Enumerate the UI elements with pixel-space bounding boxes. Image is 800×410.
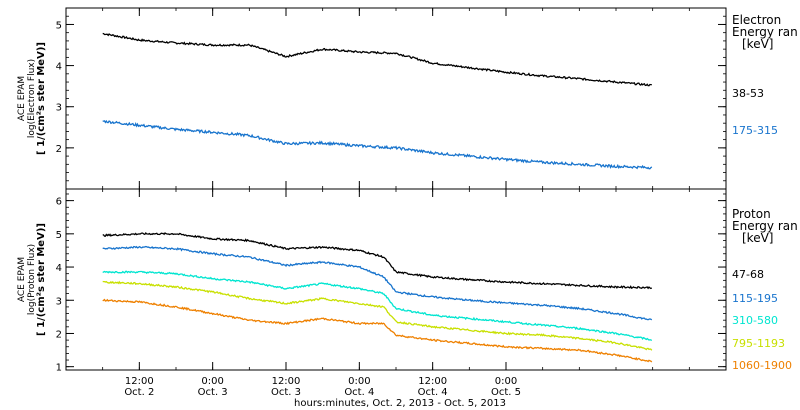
- y-tick-label: 1: [56, 363, 62, 374]
- series-line-47-68: [102, 231, 653, 290]
- y-tick-label: 3: [56, 296, 62, 307]
- legend-entry: 115-195: [732, 292, 778, 305]
- legend-title-line: Energy ran: [732, 219, 798, 233]
- legend-entry: 47-68: [732, 268, 764, 281]
- series-line-1060-1900: [102, 298, 653, 363]
- series-line-38-53: [102, 32, 652, 87]
- series-line-175-315: [102, 119, 653, 170]
- legend-title-line: Proton: [732, 207, 771, 221]
- series-line-795-1193: [102, 280, 653, 351]
- y-tick-label: 6: [56, 197, 62, 208]
- x-tick-time-label: 12:00: [125, 376, 154, 387]
- y-tick-label: 4: [56, 263, 62, 274]
- series-line-310-580: [102, 270, 653, 342]
- x-tick-time-label: 0:00: [495, 376, 517, 387]
- x-tick-time-label: 12:00: [418, 376, 447, 387]
- legend-title-line: [keV]: [742, 37, 773, 51]
- legend-title-line: Electron: [732, 13, 781, 27]
- y-tick-label: 3: [56, 103, 62, 114]
- x-tick-time-label: 0:00: [348, 376, 370, 387]
- x-tick-time-label: 0:00: [201, 376, 223, 387]
- x-tick-date-label: Oct. 4: [418, 387, 448, 398]
- y-tick-label: 5: [56, 20, 62, 31]
- electron-panel: 2 3 4 5 ACE EPAM log(Electron Flux)[ 1/(cm²s …: [17, 7, 798, 190]
- x-tick-date-label: Oct. 3: [198, 387, 228, 398]
- y-tick-label: 4: [56, 62, 62, 73]
- x-axis-label: hours:minutes, Oct. 2, 2013 - Oct. 5, 20…: [294, 398, 506, 409]
- x-tick-time-label: 12:00: [272, 376, 301, 387]
- y-axis-label-line: ACE EPAM: [17, 257, 27, 302]
- proton-panel: 1 2 3 4 5 6 ACE EPAM log(Proton Flux)[ 1/(cm²s …: [17, 188, 798, 374]
- x-tick-date-label: Oct. 4: [344, 387, 374, 398]
- y-tick-label: 2: [56, 329, 62, 340]
- y-tick-label: 2: [56, 144, 62, 155]
- x-tick-date-label: Oct. 2: [124, 387, 154, 398]
- legend-entry: 795-1193: [732, 337, 785, 350]
- y-axis-label-line: log(Electron Flux): [27, 59, 37, 138]
- y-axis-label-line: log(Proton Flux): [27, 244, 37, 315]
- x-tick-date-label: Oct. 5: [491, 387, 521, 398]
- y-axis-label-line: [ 1/(cm²s ster MeV)]: [36, 223, 47, 336]
- y-tick-label: 5: [56, 230, 62, 241]
- plot-frame: [65, 188, 727, 371]
- y-axis-label-line: [ 1/(cm²s ster MeV)]: [36, 42, 47, 155]
- legend-title-line: Energy ran: [732, 25, 798, 39]
- series-line-115-195: [102, 245, 653, 321]
- legend-entry: 175-315: [732, 124, 778, 137]
- legend-entry: 1060-1900: [732, 359, 792, 372]
- legend-title-line: [keV]: [742, 231, 773, 245]
- y-axis-label-line: ACE EPAM: [17, 76, 27, 121]
- plot-frame: [65, 7, 727, 190]
- legend-entry: 38-53: [732, 87, 764, 100]
- x-tick-date-label: Oct. 3: [271, 387, 301, 398]
- legend-entry: 310-580: [732, 314, 778, 327]
